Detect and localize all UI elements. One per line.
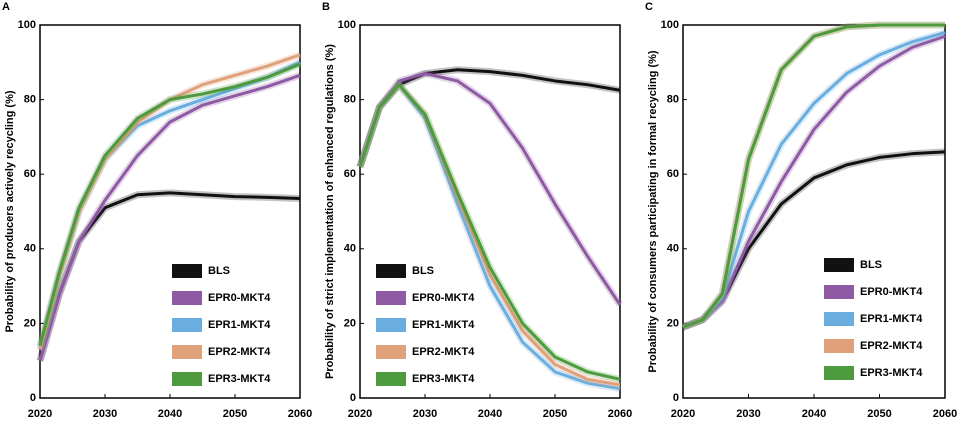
legend-swatch [172, 345, 202, 359]
legend-swatch [824, 366, 854, 380]
series-line [682, 23, 945, 329]
x-tick-label: 2060 [288, 408, 312, 420]
legend-swatch [824, 285, 854, 299]
x-tick-label: 2040 [802, 408, 826, 420]
legend-swatch [172, 264, 202, 278]
x-tick-label: 2050 [867, 408, 891, 420]
y-tick-label: 0 [30, 392, 36, 404]
x-tick-label: 2040 [158, 408, 182, 420]
x-tick-label: 2030 [413, 408, 437, 420]
y-axis-title: Probability of consumers participating i… [647, 50, 659, 372]
y-tick-label: 40 [24, 243, 36, 255]
y-tick-label: 20 [24, 317, 36, 329]
y-tick-label: 60 [24, 168, 36, 180]
x-tick-label: 2020 [671, 408, 695, 420]
x-tick-label: 2060 [933, 408, 957, 420]
legend-swatch [824, 312, 854, 326]
legend-label: EPR3-MKT4 [412, 373, 475, 385]
panel-label: C [645, 1, 653, 13]
y-tick-label: 60 [344, 168, 356, 180]
x-tick-label: 2020 [348, 408, 372, 420]
legend-label: EPR3-MKT4 [208, 373, 271, 385]
y-tick-label: 100 [338, 19, 356, 31]
legend-swatch [824, 258, 854, 272]
y-tick-label: 100 [661, 19, 679, 31]
y-tick-label: 80 [667, 94, 679, 106]
legend-label: BLS [208, 265, 230, 277]
y-tick-label: 20 [667, 317, 679, 329]
y-tick-label: 100 [18, 19, 36, 31]
series-line [358, 83, 621, 387]
x-tick-label: 2060 [608, 408, 632, 420]
panel-label: A [2, 1, 10, 13]
legend-label: EPR1-MKT4 [412, 319, 475, 331]
legend-label: EPR2-MKT4 [412, 346, 475, 358]
series-line [358, 83, 621, 391]
series-line [38, 73, 301, 362]
series-line [358, 83, 621, 381]
legend-label: BLS [860, 259, 882, 271]
y-tick-label: 20 [344, 317, 356, 329]
legend-label: EPR0-MKT4 [208, 292, 271, 304]
legend-swatch [172, 291, 202, 305]
legend-label: EPR1-MKT4 [208, 319, 271, 331]
x-tick-label: 2040 [478, 408, 502, 420]
legend-swatch [376, 372, 406, 386]
x-tick-label: 2050 [543, 408, 567, 420]
y-tick-label: 0 [673, 392, 679, 404]
y-tick-label: 40 [667, 243, 679, 255]
legend-swatch [172, 318, 202, 332]
legend-label: EPR3-MKT4 [860, 367, 923, 379]
line-glow [356, 81, 621, 383]
legend-swatch [172, 372, 202, 386]
y-tick-label: 80 [344, 94, 356, 106]
legend-label: EPR0-MKT4 [860, 286, 923, 298]
panel-label: B [322, 1, 330, 13]
x-tick-label: 2030 [736, 408, 760, 420]
legend-label: EPR1-MKT4 [860, 313, 923, 325]
x-tick-label: 2030 [93, 408, 117, 420]
legend-label: BLS [412, 265, 434, 277]
legend-swatch [376, 291, 406, 305]
legend-swatch [376, 264, 406, 278]
y-tick-label: 40 [344, 243, 356, 255]
x-tick-label: 2050 [223, 408, 247, 420]
series-line [38, 62, 301, 347]
y-axis-title: Probability of producers actively recycl… [4, 90, 16, 332]
legend-swatch [376, 345, 406, 359]
legend-swatch [376, 318, 406, 332]
legend-swatch [824, 339, 854, 353]
line-glow [356, 81, 621, 393]
y-axis-title: Probability of strict implementation of … [324, 44, 336, 379]
y-tick-label: 0 [350, 392, 356, 404]
y-tick-label: 80 [24, 94, 36, 106]
x-tick-label: 2020 [28, 408, 52, 420]
legend-label: EPR2-MKT4 [208, 346, 271, 358]
line-glow [356, 81, 621, 389]
y-tick-label: 60 [667, 168, 679, 180]
legend-label: EPR2-MKT4 [860, 340, 923, 352]
legend-label: EPR0-MKT4 [412, 292, 475, 304]
